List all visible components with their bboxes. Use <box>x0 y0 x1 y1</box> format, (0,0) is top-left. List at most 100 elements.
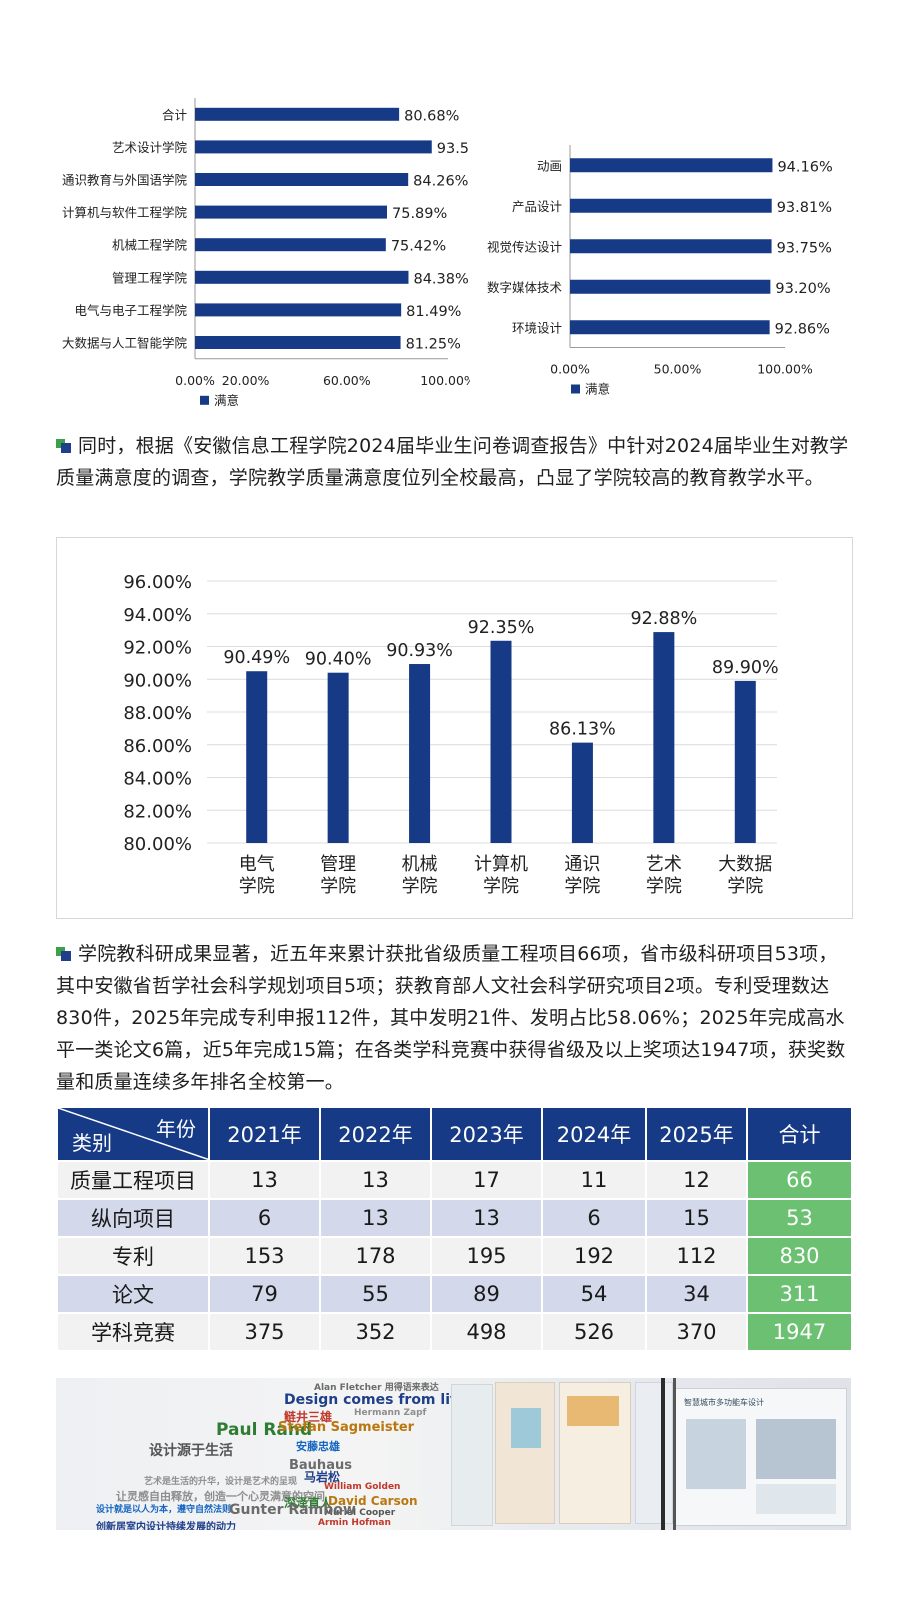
table-cell: 15 <box>645 1198 748 1238</box>
quote-wall-text: Gunter Rambow <box>229 1502 356 1518</box>
table-cell: 192 <box>541 1236 647 1276</box>
x-tick-label: 100.00% <box>420 373 470 388</box>
x-tick-label: 20.00% <box>222 373 270 388</box>
table-cell: 79 <box>208 1274 321 1314</box>
table-column-header: 2024年 <box>541 1106 647 1162</box>
exhibition-photo: Alan Fletcher 用得语来表达 Design comes from li… <box>56 1378 851 1530</box>
category-label: 数字媒体技术 <box>487 280 563 295</box>
y-tick-label: 96.00% <box>123 572 192 593</box>
teaching-quality-chart-panel: 80.00% 82.00% 84.00% 86.00% 88.00% 90.00% 92.0… <box>56 537 853 919</box>
y-tick-label: 86.00% <box>123 736 192 757</box>
x-tick-label: 0.00% <box>175 373 215 388</box>
poster-board <box>495 1382 555 1524</box>
table-column-header-total: 合计 <box>746 1106 853 1162</box>
category-label: 学院 <box>402 876 438 897</box>
category-label: 管理 <box>320 854 356 875</box>
quote-wall: Alan Fletcher 用得语来表达 Design comes from li… <box>56 1378 456 1530</box>
row-label: 纵向项目 <box>56 1198 210 1238</box>
table-cell: 11 <box>541 1160 647 1200</box>
frame-pole <box>673 1378 676 1530</box>
bar <box>570 158 773 173</box>
total-cell: 66 <box>746 1160 853 1200</box>
table-corner-cell: 年份 类别 <box>56 1106 210 1162</box>
table-cell: 13 <box>430 1198 543 1238</box>
y-tick-label: 90.00% <box>123 670 192 691</box>
data-label: 93.58% <box>437 141 470 157</box>
legend-label: 满意 <box>585 382 610 397</box>
table-cell: 498 <box>430 1312 543 1352</box>
data-label: 93.20% <box>775 281 830 297</box>
x-tick-label: 50.00% <box>654 362 702 377</box>
table-row: 专利 153 178 195 192 112 830 <box>56 1236 853 1276</box>
row-label: 质量工程项目 <box>56 1160 210 1200</box>
data-label: 89.90% <box>712 658 779 678</box>
category-label: 合计 <box>162 107 187 122</box>
y-tick-label: 84.00% <box>123 769 192 790</box>
category-label: 通识教育与外国语学院 <box>62 173 188 188</box>
quote-wall-text: 马岩松 <box>304 1470 341 1484</box>
quote-wall-text: 安藤忠雄 <box>296 1440 340 1453</box>
total-cell: 1947 <box>746 1312 853 1352</box>
table-cell: 195 <box>430 1236 543 1276</box>
table-cell: 112 <box>645 1236 748 1276</box>
data-label: 93.81% <box>777 200 832 216</box>
poster-image <box>756 1419 836 1479</box>
table-column-header: 2021年 <box>208 1106 321 1162</box>
y-tick-label: 92.00% <box>123 638 192 659</box>
category-label: 学院 <box>646 876 682 897</box>
poster-board: 智慧城市多功能车设计 <box>675 1388 847 1526</box>
legend-label: 满意 <box>214 393 239 408</box>
quote-wall-text: 创新居室内设计持续发展的动力 <box>96 1522 236 1530</box>
bar <box>195 303 402 317</box>
bar <box>246 671 268 843</box>
table-column-header: 2025年 <box>645 1106 748 1162</box>
bar <box>490 640 512 843</box>
bar <box>571 742 593 843</box>
category-label: 产品设计 <box>512 199 562 214</box>
table-row: 学科竞赛 375 352 498 526 370 1947 <box>56 1312 853 1352</box>
x-tick-label: 0.00% <box>550 362 590 377</box>
bar <box>409 664 431 843</box>
table-cell: 526 <box>541 1312 647 1352</box>
bullet-icon <box>56 947 74 961</box>
table-header-row: 年份 类别 2021年 2022年 2023年 2024年 2025年 合计 <box>56 1106 853 1162</box>
category-label: 电气与电子工程学院 <box>74 303 187 318</box>
table-cell: 34 <box>645 1274 748 1314</box>
table-cell: 178 <box>319 1236 432 1276</box>
data-label: 90.93% <box>386 641 453 661</box>
art-major-satisfaction-chart: 动画 94.16% 产品设计 93.81% 视觉传达设计 93.75% 数字媒体技术 93.2… <box>487 145 833 397</box>
bar <box>195 205 388 219</box>
category-label: 动画 <box>537 158 562 173</box>
bar <box>195 336 401 349</box>
legend-swatch <box>571 384 580 394</box>
quote-wall-text: Bauhaus <box>289 1458 352 1473</box>
category-label: 学院 <box>320 876 356 897</box>
data-label: 75.89% <box>392 206 447 222</box>
bar <box>570 279 771 294</box>
corner-category-label: 类别 <box>72 1131 112 1155</box>
poster-board <box>511 1408 541 1448</box>
x-tick-label: 100.00% <box>757 362 813 377</box>
bar <box>570 239 772 254</box>
category-label: 电气 <box>239 854 275 875</box>
poster-board <box>451 1384 493 1526</box>
quote-wall-text: Paul Rand <box>216 1420 313 1440</box>
research-stats-table: 年份 类别 2021年 2022年 2023年 2024年 2025年 合计 质… <box>56 1106 853 1352</box>
category-label: 艺术设计学院 <box>112 140 188 155</box>
row-label: 学科竞赛 <box>56 1312 210 1352</box>
quote-wall-text: Muriel Cooper <box>324 1508 396 1518</box>
category-label: 计算机与软件工程学院 <box>62 205 188 220</box>
bar <box>195 173 409 186</box>
paragraph-text: 同时，根据《安徽信息工程学院2024届毕业生问卷调查报告》中针对2024届毕业生… <box>56 435 849 489</box>
data-label: 94.16% <box>777 159 832 175</box>
data-label: 93.75% <box>777 240 832 256</box>
data-label: 90.49% <box>223 648 290 668</box>
bar <box>734 680 756 843</box>
corner-year-label: 年份 <box>156 1117 196 1141</box>
category-label: 机械 <box>402 854 438 875</box>
bar <box>653 632 675 843</box>
bar <box>327 672 349 843</box>
table-cell: 55 <box>319 1274 432 1314</box>
table-cell: 17 <box>430 1160 543 1200</box>
table-cell: 153 <box>208 1236 321 1276</box>
